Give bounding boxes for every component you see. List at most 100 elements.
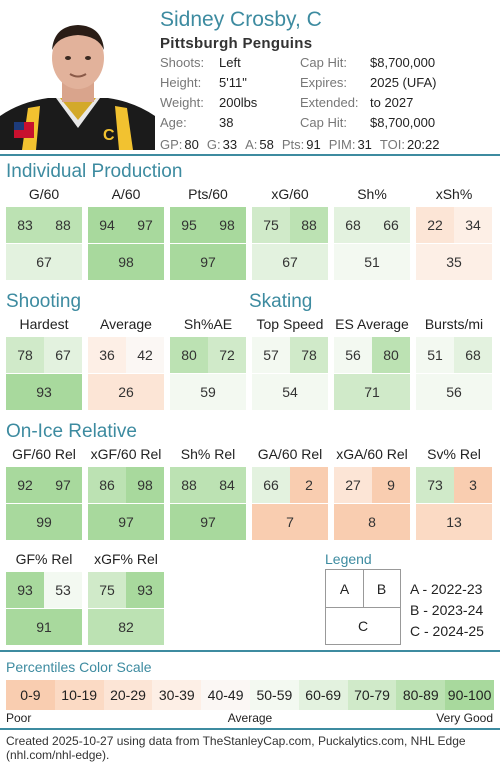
metric-value-b: 98 (126, 467, 164, 503)
info-value: $8,700,000 (370, 55, 436, 70)
metric-header: G/60 (28, 186, 60, 202)
metric-value-a: 68 (334, 207, 372, 243)
info-label: Cap Hit: (300, 115, 347, 130)
metric-header: GF% Rel (15, 551, 73, 567)
legend-divider-horizontal (326, 607, 400, 608)
metric-value-c: 93 (6, 374, 82, 410)
metric-value-b: 88 (44, 207, 82, 243)
metric-value-c: 97 (170, 504, 246, 540)
metric-header: GA/60 Rel (257, 446, 323, 462)
player-name: Sidney Crosby, C (160, 8, 322, 31)
metric-value-a: 75 (88, 572, 126, 608)
player-portrait: C (0, 16, 155, 150)
metric-value-a: 83 (6, 207, 44, 243)
footer-credit: Created 2025-10-27 using data from TheSt… (6, 734, 466, 762)
legend-entry: A - 2022-23 (410, 581, 483, 597)
info-value: 200lbs (219, 95, 258, 110)
metric-value-a: 73 (416, 467, 454, 503)
metric-value-b: 80 (372, 337, 410, 373)
scale-bin: 20-29 (103, 680, 153, 710)
svg-text:C: C (103, 127, 115, 144)
scale-bin: 30-39 (152, 680, 202, 710)
stat-label: A: (245, 137, 258, 152)
legend-box: A B C (325, 569, 401, 645)
metric-header: GF/60 Rel (12, 446, 76, 462)
scale-bin: 0-9 (6, 680, 55, 710)
metric-value-b: 93 (126, 572, 164, 608)
metric-value-c: 71 (334, 374, 410, 410)
metric-value-c: 67 (6, 244, 82, 280)
scale-bin: 60-69 (298, 680, 348, 710)
metric-value-b: 78 (290, 337, 328, 373)
info-label: Expires: (300, 75, 347, 90)
metric-value-a: 56 (334, 337, 372, 373)
legend-cell-a: A (339, 580, 350, 597)
metric-value-b: 88 (290, 207, 328, 243)
info-label: Height: (160, 75, 202, 90)
metric-value-a: 93 (6, 572, 44, 608)
scale-low-label: Poor (6, 711, 32, 725)
metric-value-c: 98 (88, 244, 164, 280)
metric-value-b: 72 (208, 337, 246, 373)
info-label: Age: (160, 115, 187, 130)
metric-value-b: 97 (126, 207, 164, 243)
info-value: 2025 (UFA) (370, 75, 437, 90)
metric-header: xGF/60 Rel (90, 446, 162, 462)
metric-value-b: 42 (126, 337, 164, 373)
metric-header: Hardest (19, 316, 69, 332)
section-title-onice: On-Ice Relative (6, 421, 137, 442)
metric-value-a: 86 (88, 467, 126, 503)
legend-divider-vertical (363, 570, 364, 608)
scale-mid-label: Average (227, 711, 273, 725)
section-title-individual: Individual Production (6, 161, 183, 182)
metric-header: Average (100, 316, 152, 332)
metric-value-c: 8 (334, 504, 410, 540)
scale-bin: 10-19 (54, 680, 104, 710)
scale-bin: 90-100 (445, 680, 494, 710)
scale-title: Percentiles Color Scale (6, 659, 152, 675)
metric-value-a: 57 (252, 337, 290, 373)
metric-header: Sh% Rel (180, 446, 236, 462)
stat-value: 31 (357, 137, 372, 152)
stat-value: 33 (222, 137, 238, 152)
metric-value-c: 13 (416, 504, 492, 540)
metric-value-c: 82 (88, 609, 164, 645)
team-name: Pittsburgh Penguins (160, 35, 313, 52)
metric-value-b: 97 (44, 467, 82, 503)
metric-value-b: 2 (290, 467, 328, 503)
metric-value-a: 95 (170, 207, 208, 243)
metric-value-b: 34 (454, 207, 492, 243)
metric-value-c: 97 (170, 244, 246, 280)
metric-value-c: 56 (416, 374, 492, 410)
stat-label: TOI: (379, 137, 405, 152)
legend-cell-b: B (376, 580, 387, 597)
metric-value-b: 3 (454, 467, 492, 503)
scale-bin: 80-89 (396, 680, 446, 710)
metric-header: Sv% Rel (427, 446, 481, 462)
metric-header: Bursts/mi (424, 316, 484, 332)
legend-entry: C - 2024-25 (410, 623, 484, 639)
metric-header: xSh% (435, 186, 473, 202)
metric-header: Pts/60 (188, 186, 228, 202)
section-title-skating: Skating (249, 291, 313, 312)
metric-value-a: 75 (252, 207, 290, 243)
info-value: to 2027 (370, 95, 414, 110)
stat-label: Pts: (281, 137, 305, 152)
metric-value-c: 59 (170, 374, 246, 410)
info-value: 5'11" (219, 75, 247, 90)
metric-value-a: 36 (88, 337, 126, 373)
metric-value-a: 66 (252, 467, 290, 503)
info-label: Weight: (160, 95, 204, 110)
legend-title: Legend (325, 551, 372, 567)
metric-value-b: 67 (44, 337, 82, 373)
info-value: 38 (219, 115, 234, 130)
metric-value-c: 35 (416, 244, 492, 280)
metric-value-b: 53 (44, 572, 82, 608)
stat-label: PIM: (328, 137, 356, 152)
info-label: Cap Hit: (300, 55, 347, 70)
metric-header: xG/60 (271, 186, 309, 202)
info-label: Extended: (300, 95, 359, 110)
metric-header: A/60 (111, 186, 141, 202)
season-stat-line: GP: 80 G: 33 A: 58 Pts: 91 PIM: 31 TOI: 20:22 (160, 137, 448, 152)
metric-header: xGA/60 Rel (336, 446, 408, 462)
